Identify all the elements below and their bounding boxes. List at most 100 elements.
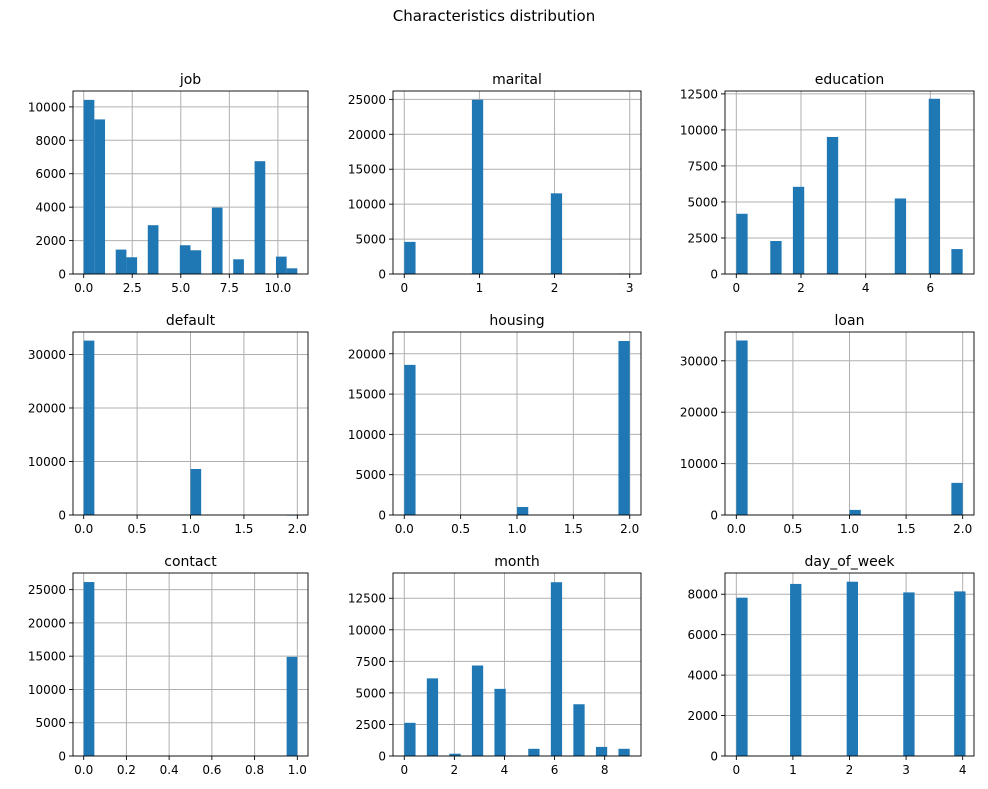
y-tick-label: 10000: [28, 455, 66, 469]
histogram-bar: [951, 482, 963, 515]
x-tick-label: 3: [902, 763, 910, 777]
y-tick-label: 0: [378, 268, 386, 282]
x-tick-label: 3: [626, 281, 634, 295]
x-tick-label: 2: [551, 281, 559, 295]
histogram-bar: [83, 99, 95, 274]
histogram-bar: [94, 119, 106, 275]
panel-title: education: [815, 72, 884, 88]
x-tick-label: 10.0: [265, 281, 292, 295]
axes-frame: [392, 572, 642, 757]
y-tick-label: 0: [710, 750, 718, 764]
histogram-bar: [286, 656, 298, 756]
histogram-panel-loan: loan 0.0 0.5 1.0 1.5 2.0 0 10000 20000 30000: [680, 313, 975, 536]
histogram-panel-default: default 0.0 0.5 1.0 1.5 2.0 0 10000 20000 30000: [28, 313, 309, 536]
histogram-bar: [846, 581, 858, 756]
x-tick-label: 0.8: [245, 763, 264, 777]
histogram-bar: [404, 722, 416, 756]
y-tick-label: 20000: [680, 406, 718, 420]
x-tick-label: 2.0: [288, 522, 307, 536]
y-tick-label: 25000: [348, 93, 386, 107]
histogram-bar: [528, 748, 540, 756]
y-tick-label: 5000: [355, 233, 386, 247]
axes-frame: [72, 90, 309, 275]
x-tick-label: 1.0: [288, 763, 307, 777]
x-tick-label: 0.5: [783, 522, 802, 536]
histogram-bar: [790, 583, 802, 756]
figure-title: Characteristics distribution: [392, 7, 596, 25]
y-tick-label: 15000: [28, 650, 66, 664]
histogram-bar: [770, 241, 782, 274]
histogram-bar: [115, 249, 127, 274]
histogram-bar: [550, 582, 563, 756]
x-tick-label: 1.0: [507, 522, 526, 536]
x-tick-label: 0.0: [74, 763, 93, 777]
histogram-bar: [951, 249, 963, 274]
y-tick-label: 0: [58, 509, 66, 523]
x-tick-label: 2.5: [123, 281, 142, 295]
y-tick-label: 4000: [687, 669, 718, 683]
y-tick-label: 2500: [355, 718, 386, 732]
x-tick-label: 5.0: [171, 281, 190, 295]
histogram-panel-education: education 0 2 4 6 0 2500 5000 7500 10000 12500: [680, 72, 975, 295]
x-tick-label: 1.5: [234, 522, 253, 536]
histogram-bar: [190, 468, 202, 515]
x-tick-label: 2.0: [953, 522, 972, 536]
panel-title: job: [179, 72, 201, 88]
y-tick-label: 10000: [680, 457, 718, 471]
histogram-bar: [550, 193, 563, 274]
y-tick-label: 20000: [28, 401, 66, 415]
histogram-bar: [211, 207, 223, 274]
x-tick-label: 2: [451, 763, 459, 777]
x-tick-label: 4: [501, 763, 509, 777]
y-tick-label: 8000: [687, 588, 718, 602]
histogram-bar: [404, 364, 416, 515]
x-tick-label: 1.5: [564, 522, 583, 536]
y-tick-label: 10000: [348, 198, 386, 212]
x-tick-label: 2: [846, 763, 854, 777]
x-tick-label: 4: [862, 281, 870, 295]
histogram-bar: [233, 259, 244, 274]
y-tick-label: 5000: [687, 195, 718, 209]
y-tick-label: 10000: [28, 683, 66, 697]
x-tick-label: 0.0: [727, 522, 746, 536]
x-tick-label: 0.0: [74, 281, 93, 295]
y-tick-label: 2000: [687, 709, 718, 723]
y-tick-label: 30000: [28, 348, 66, 362]
axes-frame: [72, 572, 309, 757]
histogram-bar: [449, 753, 461, 756]
histogram-bar: [147, 225, 159, 274]
histogram-bar: [736, 213, 748, 274]
y-tick-label: 5000: [355, 686, 386, 700]
histogram-bar: [83, 582, 95, 756]
y-tick-label: 20000: [348, 347, 386, 361]
y-tick-label: 5000: [355, 468, 386, 482]
y-tick-label: 8000: [35, 134, 66, 148]
histogram-bar: [573, 704, 585, 756]
histogram-bar: [849, 509, 861, 515]
histogram-panel-job: job 0.0 2.5 5.0 7.5 10.0 0 2000 4000 6000 8000 1000…: [28, 72, 309, 295]
x-tick-label: 0: [732, 763, 740, 777]
panel-title: day_of_week: [804, 554, 895, 570]
y-tick-label: 5000: [35, 716, 66, 730]
histogram-panel-marital: marital 0 1 2 3 0 5000 10000 15000 20000 25000: [348, 72, 642, 295]
histogram-bar: [190, 250, 202, 274]
y-tick-label: 10000: [28, 100, 66, 114]
x-tick-label: 1: [789, 763, 797, 777]
histogram-panel-month: month 0 2 4 6 8 0 2500 5000 7500 10000 12500: [348, 554, 642, 777]
panel-title: loan: [835, 313, 865, 329]
x-tick-label: 0.0: [74, 522, 93, 536]
y-tick-label: 30000: [680, 354, 718, 368]
x-tick-label: 0.4: [160, 763, 179, 777]
y-tick-label: 7500: [355, 655, 386, 669]
x-tick-label: 0.0: [395, 522, 414, 536]
histogram-bar: [826, 136, 839, 274]
y-tick-label: 0: [58, 750, 66, 764]
y-tick-label: 6000: [35, 167, 66, 181]
histogram-bar: [954, 591, 966, 756]
histogram-bar: [275, 256, 287, 274]
x-tick-label: 0.5: [128, 522, 147, 536]
histogram-bar: [792, 186, 805, 274]
panel-title: housing: [489, 313, 544, 329]
